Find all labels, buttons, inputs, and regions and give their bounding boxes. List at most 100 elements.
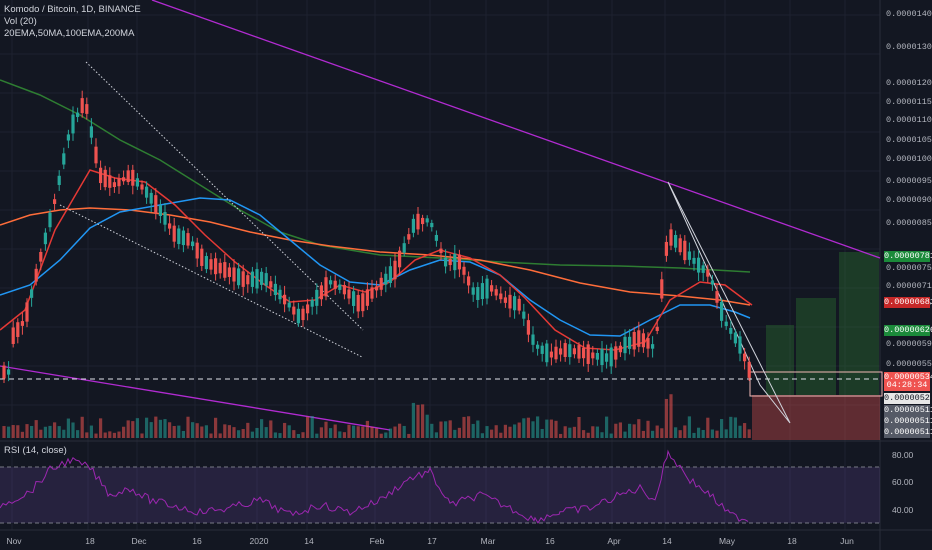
candle-body [503, 297, 507, 303]
candle-body [701, 265, 705, 273]
candle-body [76, 112, 80, 117]
candle-body [595, 352, 599, 360]
dotted-channel-bottom [59, 204, 363, 358]
volume-bar [214, 417, 218, 438]
volume-bar [20, 431, 24, 438]
volume-bar [250, 431, 254, 438]
candle-body [747, 361, 751, 378]
candle-body [618, 345, 622, 353]
volume-bar [310, 416, 314, 438]
volume-bar [283, 422, 287, 438]
volume-bar [66, 418, 70, 438]
candle-body [439, 248, 443, 254]
candle-body [476, 287, 480, 300]
volume-bar [384, 432, 388, 438]
volume-bar [398, 423, 402, 438]
candle-body [62, 153, 66, 165]
volume-bar [674, 427, 678, 438]
candle-body [434, 234, 438, 241]
time-tick-label: Dec [131, 536, 147, 546]
volume-bar [342, 432, 346, 438]
candle-body [158, 205, 162, 216]
volume-bar [568, 427, 572, 438]
volume-bar [80, 416, 84, 438]
volume-bar [112, 432, 116, 438]
volume-bar [278, 433, 282, 438]
ema-indicator-label[interactable]: 20EMA,50MA,100EMA,200MA [4, 28, 135, 39]
volume-bar [646, 420, 650, 438]
volume-bar [586, 432, 590, 438]
volume-bar [513, 424, 517, 438]
volume-bar [678, 430, 682, 438]
symbol-title[interactable]: Komodo / Bitcoin, 1D, BINANCE [4, 4, 141, 15]
volume-bar [664, 398, 668, 438]
candle-body [600, 348, 604, 366]
volume-bar [365, 420, 369, 438]
volume-bar [177, 425, 181, 438]
volume-bar [669, 394, 673, 438]
candle-body [214, 258, 218, 275]
candle-body [559, 348, 563, 355]
price-tag: 0.00000511 [884, 427, 932, 438]
candle-body [416, 213, 420, 230]
volume-bar [526, 417, 530, 438]
candle-body [324, 277, 328, 297]
chart-legend: Komodo / Bitcoin, 1D, BINANCE Vol (20) 2… [4, 4, 141, 40]
candle-body [260, 271, 264, 285]
volume-bar [145, 417, 149, 438]
candle-body [490, 285, 494, 292]
candle-body [485, 278, 489, 299]
volume-bar [333, 424, 337, 438]
volume-bar [85, 432, 89, 438]
candle-body [338, 284, 342, 290]
rsi-tick-label: 80.00 [892, 450, 914, 460]
candle-body [425, 218, 429, 223]
volume-bar [444, 421, 448, 438]
time-tick-label: 14 [304, 536, 314, 546]
candle-body [163, 211, 167, 225]
volume-bar [490, 429, 494, 438]
candle-body [181, 230, 185, 246]
volume-bar [200, 426, 204, 438]
candle-body [154, 195, 158, 214]
volume-bar [361, 426, 365, 438]
volume-bar [545, 419, 549, 438]
volume-bar [62, 429, 66, 438]
candle-body [135, 178, 139, 187]
volume-bar [135, 418, 139, 438]
volume-bar [94, 433, 98, 438]
candle-body [453, 253, 457, 271]
volume-bar [503, 424, 507, 438]
time-tick-label: 17 [427, 536, 437, 546]
stop-zone [752, 395, 880, 440]
candle-body [720, 301, 724, 321]
volume-bar [522, 418, 526, 438]
candle-body [729, 327, 733, 334]
candle-body [48, 212, 52, 228]
candle-body [269, 281, 273, 288]
upper-trendline [151, 0, 881, 259]
target-zone-1 [766, 325, 794, 395]
volume-bar [181, 430, 185, 438]
candle-body [2, 365, 6, 379]
candle-body [724, 321, 728, 327]
candle-body [632, 331, 636, 350]
volume-bar [485, 426, 489, 438]
candle-body [246, 275, 250, 285]
candle-body [16, 322, 20, 337]
candle-body [191, 241, 195, 247]
volume-bar [637, 419, 641, 438]
volume-bar [168, 422, 172, 438]
volume-bar [733, 417, 737, 438]
candle-body [536, 344, 540, 349]
time-tick-label: Nov [6, 536, 22, 546]
candle-body [232, 267, 236, 282]
volume-indicator-label[interactable]: Vol (20) [4, 16, 37, 27]
candle-body [117, 178, 121, 187]
candle-body [508, 294, 512, 309]
volume-bar [218, 433, 222, 438]
candle-body [66, 134, 70, 141]
candle-body [237, 268, 241, 286]
rsi-indicator-label[interactable]: RSI (14, close) [4, 445, 67, 456]
